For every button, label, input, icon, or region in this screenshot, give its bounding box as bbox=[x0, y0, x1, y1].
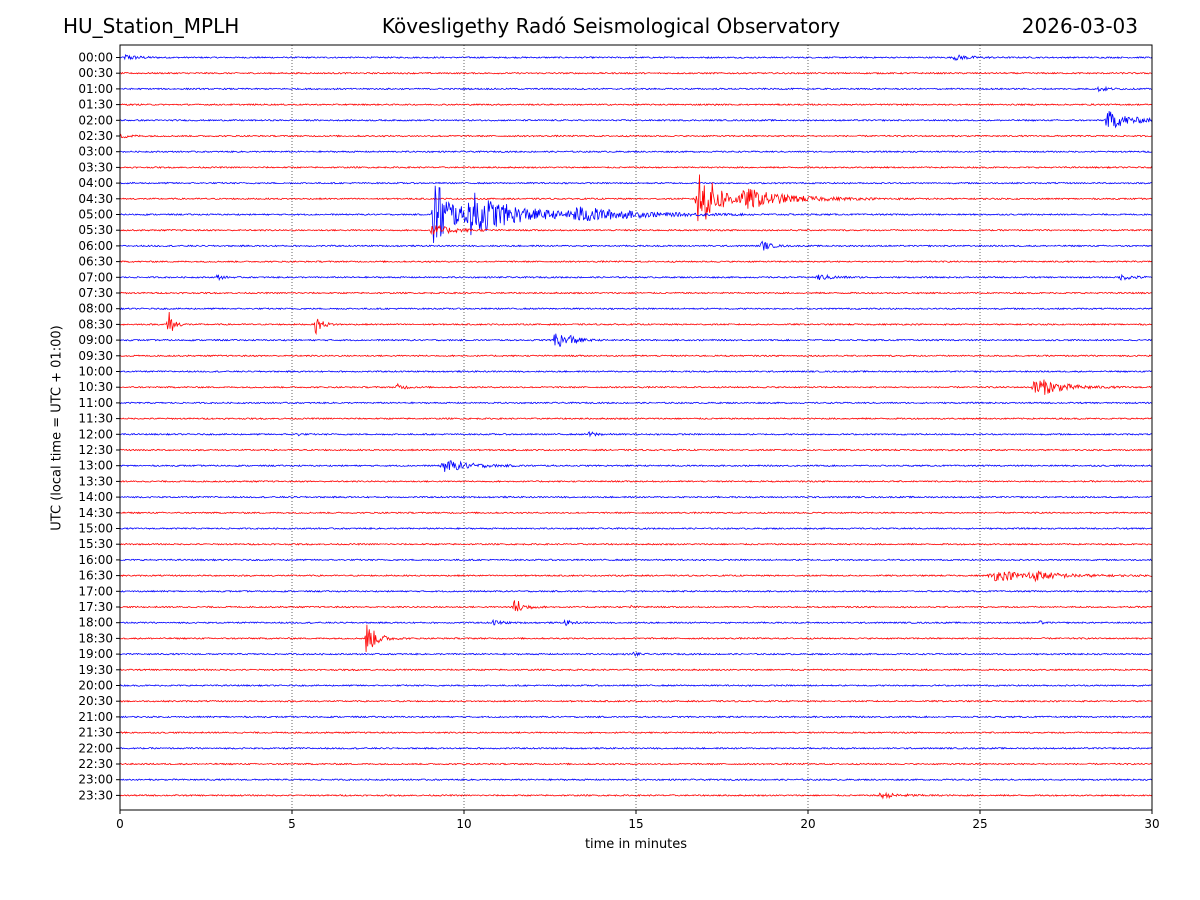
y-tick-label: 09:00 bbox=[78, 333, 113, 347]
trace-0100 bbox=[119, 85, 1153, 93]
trace-1100 bbox=[119, 401, 1153, 405]
y-tick-label: 07:00 bbox=[78, 270, 113, 284]
x-axis-label: time in minutes bbox=[584, 837, 688, 852]
x-tick-label: 5 bbox=[288, 817, 296, 831]
trace-2230 bbox=[119, 762, 1153, 766]
trace-1830 bbox=[119, 624, 1153, 653]
y-tick-label: 10:30 bbox=[78, 380, 113, 394]
y-tick-label: 01:00 bbox=[78, 82, 113, 96]
trace-0730 bbox=[119, 291, 1153, 295]
y-tick-label: 16:30 bbox=[78, 569, 113, 583]
trace-0130 bbox=[119, 103, 1153, 107]
trace-1530 bbox=[119, 542, 1153, 546]
x-tick-labels: 0 5 10 15 20 25 30 bbox=[116, 810, 1160, 831]
y-tick-label: 18:30 bbox=[78, 631, 113, 645]
y-tick-label: 16:00 bbox=[78, 553, 113, 567]
y-tick-label: 13:30 bbox=[78, 474, 113, 488]
trace-0930 bbox=[119, 354, 1153, 358]
y-tick-label: 05:00 bbox=[78, 208, 113, 222]
y-tick-label: 03:30 bbox=[78, 160, 113, 174]
y-tick-label: 09:30 bbox=[78, 349, 113, 363]
station-title: HU_Station_MPLH bbox=[63, 14, 240, 38]
y-tick-label: 18:00 bbox=[78, 616, 113, 630]
trace-1800 bbox=[119, 618, 1153, 627]
y-tick-label: 21:30 bbox=[78, 726, 113, 740]
y-tick-label: 15:30 bbox=[78, 537, 113, 551]
y-tick-label: 21:00 bbox=[78, 710, 113, 724]
y-tick-label: 08:30 bbox=[78, 317, 113, 331]
y-tick-label: 10:00 bbox=[78, 365, 113, 379]
date-title: 2026-03-03 bbox=[1021, 14, 1138, 38]
y-tick-label: 17:00 bbox=[78, 584, 113, 598]
trace-2030 bbox=[119, 699, 1153, 703]
y-tick-label: 20:00 bbox=[78, 679, 113, 693]
y-tick-label: 19:30 bbox=[78, 663, 113, 677]
trace-0800 bbox=[119, 307, 1153, 311]
y-tick-label: 06:00 bbox=[78, 239, 113, 253]
y-tick-label: 17:30 bbox=[78, 600, 113, 614]
trace-1200 bbox=[119, 431, 1153, 438]
y-tick-label: 12:00 bbox=[78, 427, 113, 441]
observatory-title: Kövesligethy Radó Seismological Observat… bbox=[381, 14, 841, 38]
x-tick-label: 25 bbox=[972, 817, 987, 831]
trace-1930 bbox=[119, 668, 1153, 672]
x-tick-label: 15 bbox=[628, 817, 643, 831]
y-tick-label: 07:30 bbox=[78, 286, 113, 300]
x-tick-label: 20 bbox=[800, 817, 815, 831]
trace-0300 bbox=[119, 150, 1153, 154]
x-tick-label: 30 bbox=[1144, 817, 1159, 831]
y-tick-label: 12:30 bbox=[78, 443, 113, 457]
y-tick-label: 11:00 bbox=[78, 396, 113, 410]
y-tick-label: 23:00 bbox=[78, 773, 113, 787]
y-tick-label: 11:30 bbox=[78, 412, 113, 426]
y-tick-label: 02:00 bbox=[78, 113, 113, 127]
trace-1400 bbox=[119, 495, 1153, 499]
trace-2000 bbox=[119, 683, 1153, 687]
y-tick-label: 04:30 bbox=[78, 192, 113, 206]
y-tick-label: 05:30 bbox=[78, 223, 113, 237]
y-tick-label: 22:00 bbox=[78, 741, 113, 755]
trace-1600 bbox=[119, 558, 1153, 562]
trace-0200 bbox=[119, 111, 1153, 129]
trace-1630 bbox=[119, 570, 1153, 583]
y-tick-label: 00:30 bbox=[78, 66, 113, 80]
y-tick-label: 08:00 bbox=[78, 302, 113, 316]
grid-lines bbox=[291, 45, 981, 810]
y-axis-label: UTC (local time = UTC + 01:00) bbox=[49, 325, 65, 531]
y-tick-label: 20:30 bbox=[78, 694, 113, 708]
y-tick-label: 01:30 bbox=[78, 98, 113, 112]
y-tick-label: 22:30 bbox=[78, 757, 113, 771]
y-tick-label: 23:30 bbox=[78, 788, 113, 802]
trace-1000 bbox=[119, 370, 1153, 373]
y-tick-label: 13:00 bbox=[78, 459, 113, 473]
y-tick-label: 00:00 bbox=[78, 51, 113, 65]
y-tick-label: 14:00 bbox=[78, 490, 113, 504]
y-tick-label: 06:30 bbox=[78, 255, 113, 269]
trace-0530 bbox=[119, 224, 1153, 235]
x-tick-label: 10 bbox=[456, 817, 471, 831]
trace-1130 bbox=[119, 417, 1153, 421]
y-tick-label: 19:00 bbox=[78, 647, 113, 661]
y-tick-label: 15:00 bbox=[78, 522, 113, 536]
trace-0330 bbox=[119, 165, 1153, 169]
x-tick-label: 0 bbox=[116, 817, 124, 831]
y-tick-label: 02:30 bbox=[78, 129, 113, 143]
y-tick-label: 04:00 bbox=[78, 176, 113, 190]
y-tick-label: 14:30 bbox=[78, 506, 113, 520]
y-tick-label: 03:00 bbox=[78, 145, 113, 159]
